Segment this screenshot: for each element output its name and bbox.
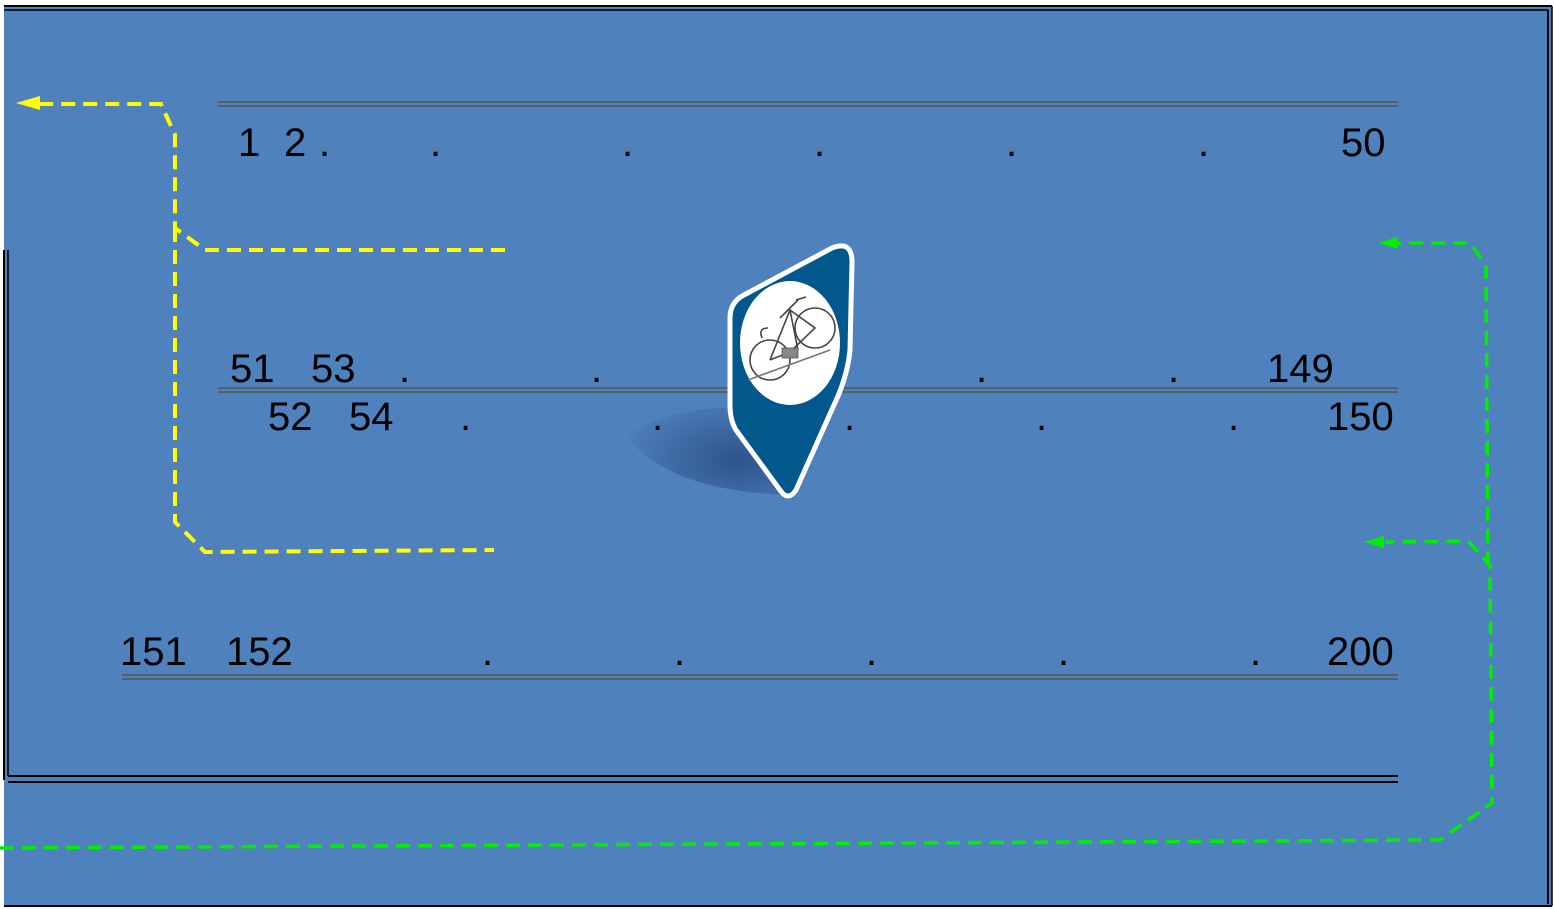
space-label-last: 149 — [1267, 347, 1334, 391]
space-label-second: 2 — [284, 121, 306, 165]
space-label-second: 53 — [311, 347, 356, 391]
ellipsis-dot: . — [622, 121, 633, 165]
ellipsis-dot: . — [319, 121, 330, 165]
ellipsis-dot: . — [1006, 121, 1017, 165]
ellipsis-dot: . — [1228, 395, 1239, 439]
ellipsis-dot: . — [1036, 395, 1047, 439]
space-label-second: 54 — [349, 395, 394, 439]
ellipsis-dot: . — [1250, 630, 1261, 674]
ellipsis-dot: . — [591, 347, 602, 391]
ellipsis-dot: . — [399, 347, 410, 391]
entry-arrow-icon — [1378, 237, 1398, 249]
space-label-last: 50 — [1341, 121, 1386, 165]
entry-arrow-icon — [1364, 536, 1384, 548]
ellipsis-dot: . — [1198, 121, 1209, 165]
ellipsis-dot: . — [674, 630, 685, 674]
exit-arrow-icon — [16, 96, 40, 110]
inner-wall — [8, 775, 1398, 783]
space-label-first: 151 — [120, 630, 187, 674]
space-label-first: 1 — [238, 121, 260, 165]
space-label-first: 51 — [230, 347, 275, 391]
ellipsis-dot: . — [482, 630, 493, 674]
bicycle-icon — [747, 296, 836, 381]
space-label-last: 150 — [1327, 395, 1394, 439]
area-border — [3, 5, 1553, 907]
entry-path — [0, 241, 1494, 850]
ellipsis-dot: . — [976, 347, 987, 391]
rack-line-row-1 — [218, 101, 1398, 107]
space-label-first: 52 — [268, 395, 313, 439]
ellipsis-dot: . — [844, 395, 855, 439]
exit-path — [35, 102, 505, 555]
ellipsis-dot: . — [652, 395, 663, 439]
ellipsis-dot: . — [1168, 347, 1179, 391]
space-label-last: 200 — [1327, 630, 1394, 674]
ellipsis-dot: . — [430, 121, 441, 165]
marker-badge — [740, 281, 840, 405]
space-label-second: 152 — [226, 630, 293, 674]
ellipsis-dot: . — [814, 121, 825, 165]
ellipsis-dot: . — [460, 395, 471, 439]
ellipsis-dot: . — [1058, 630, 1069, 674]
ellipsis-dot: . — [866, 630, 877, 674]
rack-line-row-3 — [122, 674, 1398, 680]
bicycle-parking-marker-icon — [628, 243, 855, 499]
